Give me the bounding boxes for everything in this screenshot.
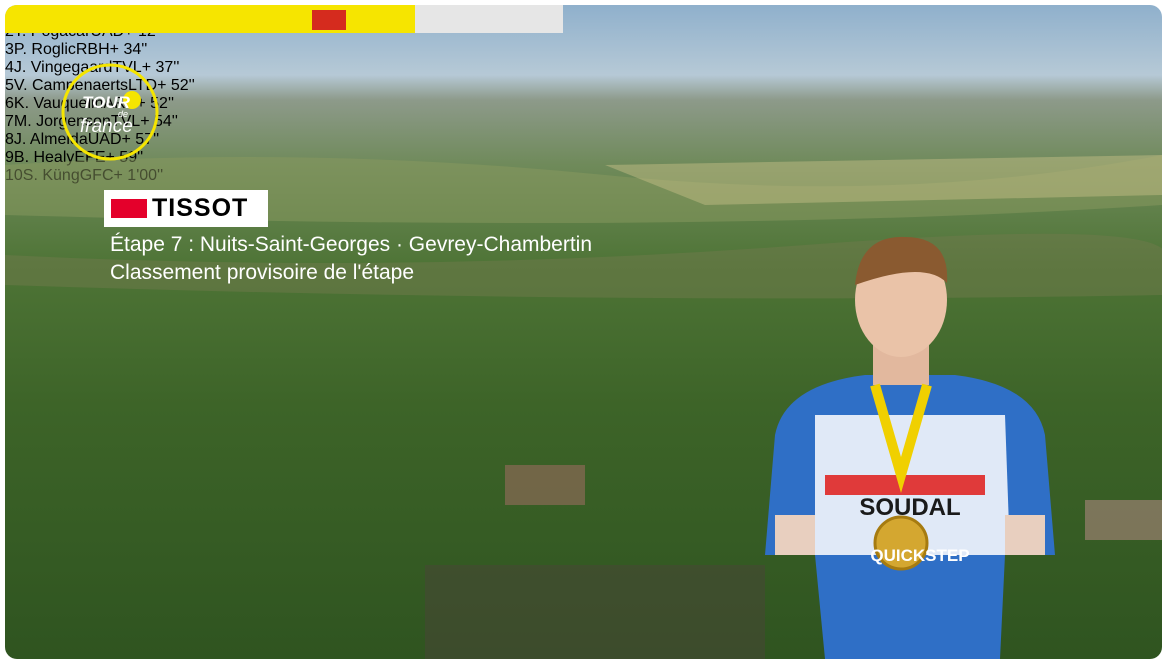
time-gap: + 34'' — [109, 41, 148, 58]
time-gap: + 52'' — [157, 77, 195, 94]
stage-title: Étape 7 : Nuits-Saint-Georges · Gevrey-C… — [110, 233, 593, 256]
standings-row: 1R. EvenepoelSOQ28'52'' — [5, 5, 1162, 33]
rank: 6 — [5, 95, 14, 112]
rider: SOUDAL QUICKSTEP — [765, 236, 1055, 659]
rider-name: P. Roglic — [13, 41, 76, 58]
rider-name: K. Vauquelin — [13, 95, 104, 112]
team-code: UAD — [87, 131, 122, 148]
rank: 5 — [5, 77, 14, 94]
rank: 3 — [5, 41, 14, 58]
flag — [312, 10, 346, 30]
leader-highlight — [5, 5, 415, 33]
team-code: TVL — [110, 113, 141, 130]
time-gap: + 37'' — [141, 59, 180, 76]
sponsor-icon — [111, 199, 147, 218]
logo-text: de — [118, 109, 128, 119]
logo: TOUR de france — [61, 63, 159, 161]
logo-text: france — [80, 116, 133, 137]
team-code: RBH — [75, 41, 110, 58]
stage-subtitle: Classement provisoire de l'étape — [110, 261, 414, 284]
rank: 4 — [5, 59, 14, 76]
leader-time-box — [415, 5, 563, 33]
rank: 8 — [5, 131, 14, 148]
broadcast-frame: TOUR de france TISSOT Étape 7 : Nuits-Sa… — [5, 5, 1162, 659]
sponsor-box: TISSOT — [104, 190, 268, 227]
rider-name: M. Jorgenson — [13, 113, 111, 130]
sponsor-name: TISSOT — [152, 194, 249, 222]
rank: 9 — [5, 149, 14, 166]
time-gap: + 54'' — [140, 113, 178, 130]
rider-name: B. Healy — [13, 149, 75, 166]
rank: 7 — [5, 113, 14, 130]
jersey-text: SOUDAL — [859, 494, 960, 521]
jersey-text: QUICKSTEP — [870, 546, 969, 565]
logo-text: TOUR — [82, 93, 131, 112]
